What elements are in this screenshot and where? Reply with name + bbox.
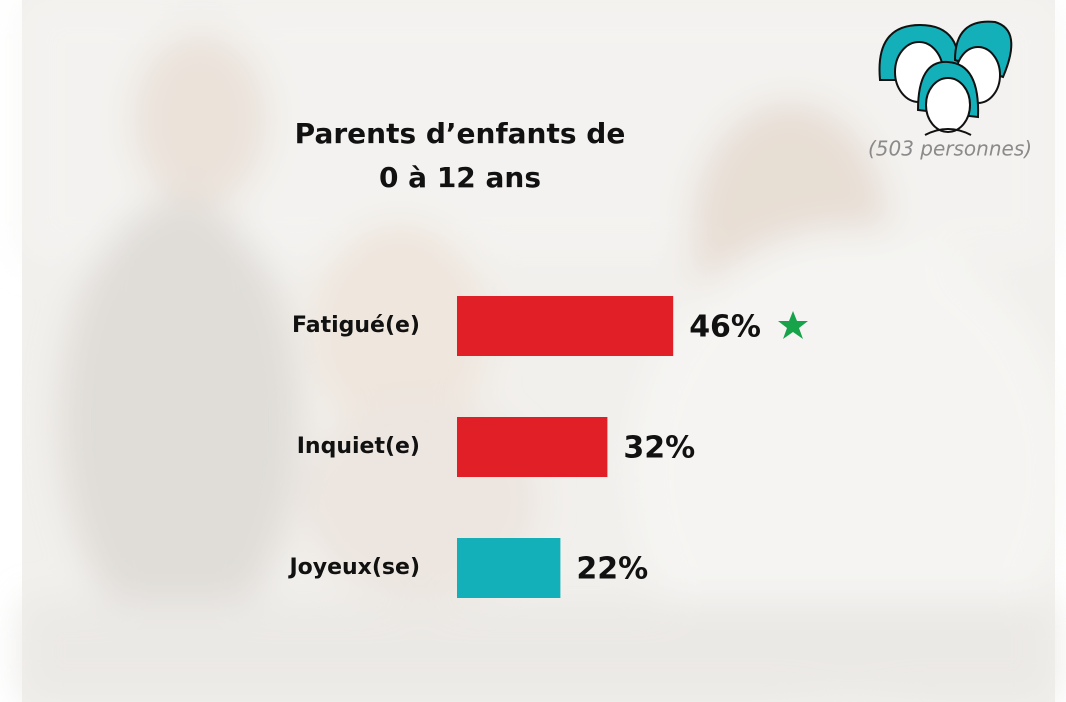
bar bbox=[457, 296, 674, 356]
subtitle: (503 personnes) bbox=[868, 137, 1032, 161]
family-icon bbox=[878, 20, 1013, 136]
bar bbox=[457, 538, 561, 598]
value-label: 46% bbox=[689, 310, 761, 345]
value-label: 32% bbox=[623, 431, 695, 466]
star-icon bbox=[778, 311, 808, 339]
value-label: 22% bbox=[576, 552, 648, 587]
category-label: Inquiet(e) bbox=[297, 434, 420, 459]
category-label: Fatigué(e) bbox=[292, 313, 420, 338]
chart-title: Parents d’enfants de 0 à 12 ans bbox=[294, 117, 626, 194]
bar bbox=[457, 417, 608, 477]
category-label: Joyeux(se) bbox=[287, 555, 420, 580]
